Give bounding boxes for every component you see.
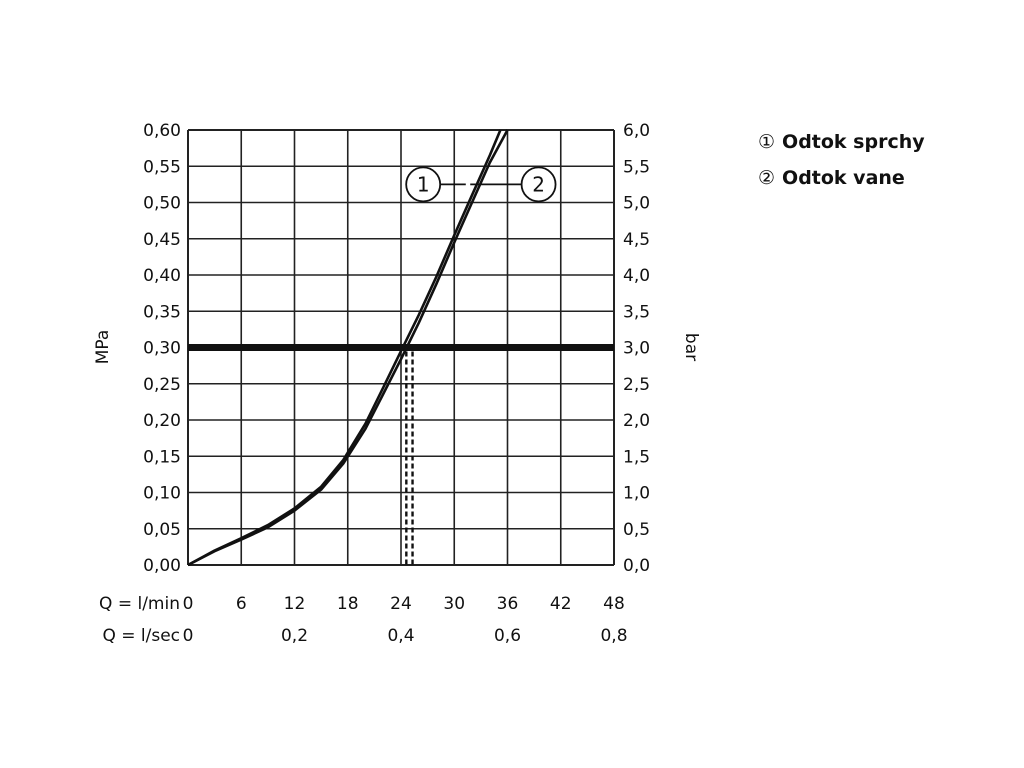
x-tick-label: 0,2 — [281, 626, 308, 646]
chart-legend: ① Odtok sprchy ② Odtok vane — [758, 128, 925, 200]
y-axis-left-title: MPa — [93, 330, 113, 365]
x-tick-label: 30 — [443, 594, 465, 614]
x-tick-label: 18 — [337, 594, 359, 614]
y-tick-right-label: 5,5 — [623, 157, 650, 177]
x-axis-row-label: Q = l/sec — [102, 626, 180, 646]
y-tick-right-label: 2,0 — [623, 411, 650, 431]
legend-item-shower: ① Odtok sprchy — [758, 128, 925, 156]
annotation-circle-1 — [405, 166, 442, 203]
x-tick-label: 0 — [183, 594, 194, 614]
y-tick-right-label: 0,5 — [623, 520, 650, 540]
annotation-label-1: 1 — [417, 172, 430, 196]
y-tick-right-label: 1,0 — [623, 484, 650, 504]
y-tick-right-label: 6,0 — [623, 121, 650, 141]
y-tick-left-label: 0,05 — [143, 520, 181, 540]
y-tick-left-label: 0,35 — [143, 302, 181, 322]
x-axis-row-label: Q = l/min — [99, 594, 180, 614]
annotation-label-2: 2 — [532, 172, 545, 196]
legend-marker-1: ① — [758, 131, 776, 153]
legend-item-bathtub: ② Odtok vane — [758, 164, 925, 192]
y-tick-left-label: 0,55 — [143, 157, 181, 177]
y-tick-left-label: 0,45 — [143, 230, 181, 250]
x-tick-label: 48 — [603, 594, 625, 614]
y-tick-left-label: 0,60 — [143, 121, 181, 141]
x-tick-label: 0 — [183, 626, 194, 646]
y-tick-right-label: 4,5 — [623, 230, 650, 250]
y-tick-right-label: 1,5 — [623, 447, 650, 467]
series-line-1 — [187, 129, 502, 567]
legend-label-bathtub: Odtok vane — [782, 167, 905, 189]
y-axis-right-title: bar — [681, 333, 701, 361]
y-tick-left-label: 0,50 — [143, 194, 181, 214]
y-tick-right-label: 4,0 — [623, 266, 650, 286]
annotation-circle-2 — [520, 166, 557, 203]
y-tick-left-label: 0,00 — [143, 556, 181, 576]
x-tick-label: 42 — [550, 594, 572, 614]
x-tick-label: 36 — [497, 594, 519, 614]
legend-marker-2: ② — [758, 167, 776, 189]
x-tick-label: 0,4 — [387, 626, 414, 646]
y-tick-right-label: 3,0 — [623, 339, 650, 359]
x-tick-label: 12 — [284, 594, 306, 614]
y-tick-right-label: 3,5 — [623, 302, 650, 322]
series-line-2 — [187, 129, 509, 567]
y-tick-right-label: 5,0 — [623, 194, 650, 214]
y-tick-right-label: 2,5 — [623, 375, 650, 395]
y-tick-right-label: 0,0 — [623, 556, 650, 576]
x-tick-label: 0,8 — [600, 626, 627, 646]
y-tick-left-label: 0,15 — [143, 447, 181, 467]
x-tick-label: 6 — [236, 594, 247, 614]
y-tick-left-label: 0,10 — [143, 484, 181, 504]
legend-label-shower: Odtok sprchy — [782, 131, 925, 153]
y-tick-left-label: 0,30 — [143, 339, 181, 359]
x-tick-label: 0,6 — [494, 626, 521, 646]
y-tick-left-label: 0,40 — [143, 266, 181, 286]
x-tick-label: 24 — [390, 594, 412, 614]
y-tick-left-label: 0,20 — [143, 411, 181, 431]
y-tick-left-label: 0,25 — [143, 375, 181, 395]
